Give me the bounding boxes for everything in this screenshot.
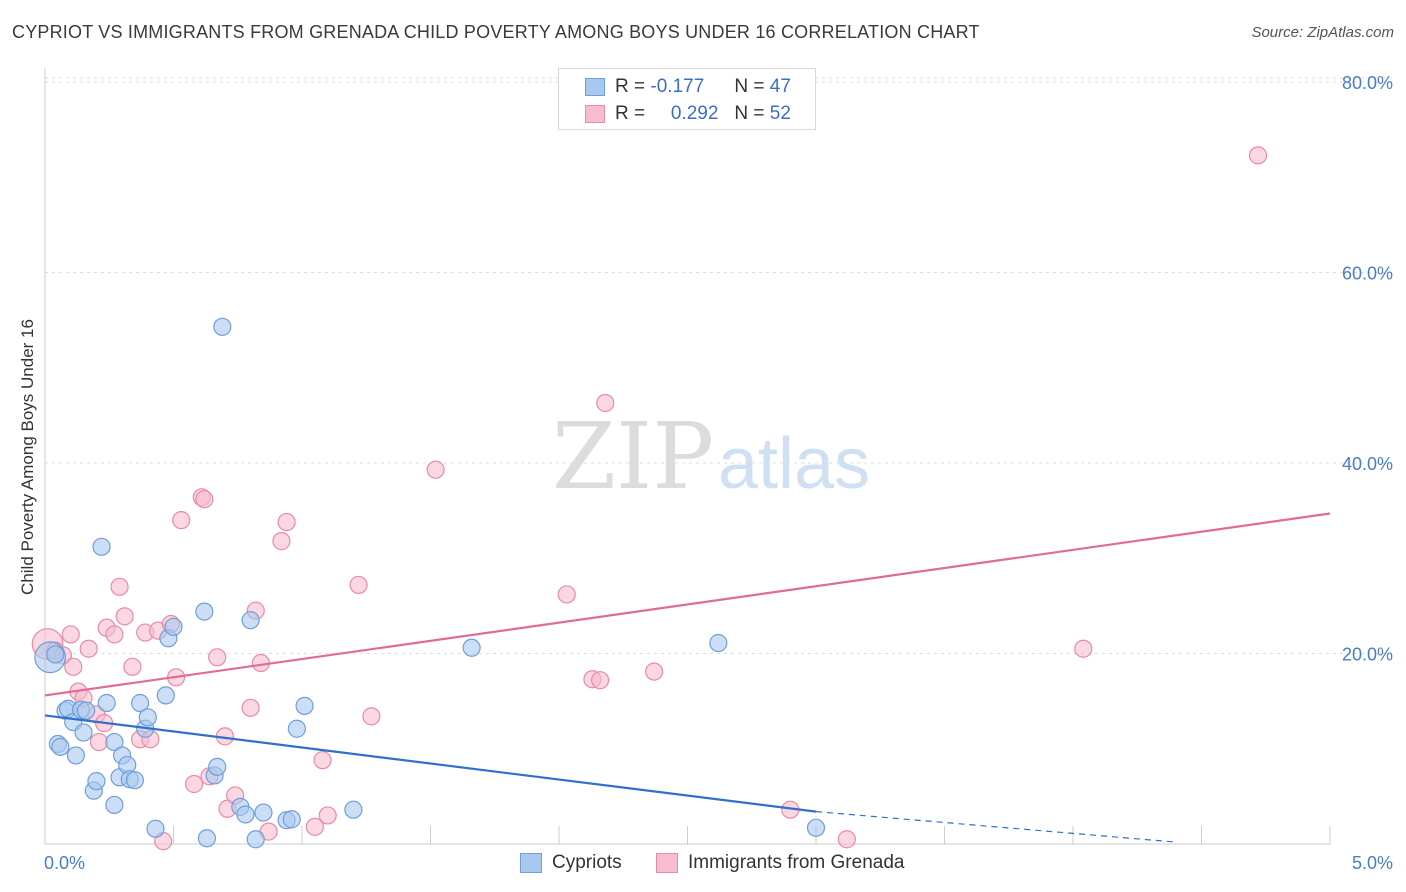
grenada-point bbox=[591, 671, 610, 690]
legend-n-value: 52 bbox=[769, 103, 791, 124]
y-tick-label: 80.0% bbox=[1342, 73, 1393, 93]
cypriot-point bbox=[87, 772, 106, 791]
legend-n-label: N = bbox=[734, 76, 765, 97]
grenada-point bbox=[318, 806, 337, 825]
grenada-point bbox=[557, 585, 576, 604]
grenada-point bbox=[644, 662, 664, 681]
tick-labels: 20.0% 40.0% 60.0% 80.0% 0.0% 5.0% bbox=[44, 73, 1393, 873]
cypriot-point bbox=[208, 757, 227, 776]
watermark: ZIP atlas bbox=[552, 403, 870, 510]
cypriot-point bbox=[282, 810, 301, 829]
correlation-legend: R = -0.177 N = 47 R = 0.292 N = 52 bbox=[558, 68, 816, 130]
grenada-point bbox=[64, 657, 83, 676]
cypriot-point bbox=[197, 829, 217, 848]
trend-lines bbox=[44, 512, 1331, 843]
cypriot-point bbox=[213, 317, 232, 336]
y-tick-label: 20.0% bbox=[1342, 645, 1393, 665]
watermark-atlas: atlas bbox=[718, 424, 870, 504]
cypriot-point bbox=[77, 701, 96, 720]
grenada-point bbox=[362, 707, 381, 726]
y-tick-label: 40.0% bbox=[1342, 454, 1393, 474]
cypriot-point bbox=[295, 696, 314, 715]
grenada-point bbox=[596, 393, 615, 413]
legend-label-grenada: Immigrants from Grenada bbox=[688, 852, 905, 873]
grenada-point bbox=[195, 490, 214, 509]
cypriot-point bbox=[241, 611, 260, 630]
series-cypriots bbox=[34, 317, 826, 849]
grenada-point bbox=[1074, 639, 1093, 658]
grenada-point bbox=[1248, 146, 1268, 165]
legend-r-label: R = bbox=[615, 76, 646, 97]
legend-n-value: 47 bbox=[769, 76, 791, 97]
grenada-point bbox=[110, 577, 129, 596]
grenada-point bbox=[172, 511, 191, 530]
legend-r-value: -0.177 bbox=[650, 76, 705, 97]
cypriot-point bbox=[462, 638, 481, 657]
grenada-point bbox=[837, 830, 856, 849]
cypriot-point bbox=[806, 818, 826, 837]
cypriot-point bbox=[156, 686, 175, 705]
cypriot-point bbox=[97, 693, 116, 713]
trend-line-cypriots-extension bbox=[815, 811, 1176, 843]
cypriot-point bbox=[125, 771, 145, 790]
legend-swatch-blue bbox=[585, 78, 605, 96]
legend-label-cypriots: Cypriots bbox=[552, 852, 622, 873]
grenada-point bbox=[272, 532, 291, 551]
trend-line-grenada bbox=[44, 512, 1331, 697]
cypriot-point bbox=[51, 737, 70, 756]
cypriot-point bbox=[74, 723, 93, 742]
cypriot-point bbox=[709, 633, 728, 653]
cypriot-point bbox=[105, 732, 124, 752]
cypriot-point bbox=[46, 645, 65, 664]
cypriot-point bbox=[146, 819, 165, 838]
cypriot-point bbox=[287, 719, 306, 738]
legend-n-label: N = bbox=[734, 103, 765, 124]
x-tick-label: 5.0% bbox=[1352, 853, 1393, 873]
cypriot-point bbox=[195, 602, 214, 621]
y-tick-label: 60.0% bbox=[1342, 264, 1393, 284]
cypriot-point bbox=[130, 693, 150, 713]
source-label: Source: ZipAtlas.com bbox=[1251, 24, 1394, 41]
grenada-point bbox=[79, 639, 98, 658]
grenada-point bbox=[426, 460, 445, 479]
chart-title: CYPRIOT VS IMMIGRANTS FROM GRENADA CHILD… bbox=[12, 22, 980, 42]
cypriot-point bbox=[344, 800, 363, 819]
grenada-point bbox=[89, 732, 109, 752]
series-legend: Cypriots Immigrants from Grenada bbox=[0, 852, 1406, 878]
cypriot-point bbox=[236, 805, 255, 824]
x-tick-label: 0.0% bbox=[44, 853, 85, 873]
grenada-point bbox=[208, 648, 227, 667]
legend-swatch-pink bbox=[585, 105, 605, 123]
grenada-point bbox=[61, 625, 80, 644]
grenada-point bbox=[241, 698, 260, 717]
grenada-point bbox=[184, 774, 204, 794]
grid bbox=[45, 77, 1392, 654]
cypriot-point bbox=[254, 803, 273, 822]
cypriot-point bbox=[92, 537, 111, 556]
cypriot-point bbox=[164, 617, 183, 636]
grenada-point bbox=[115, 607, 134, 626]
grenada-point bbox=[349, 575, 368, 595]
grenada-point bbox=[123, 657, 142, 676]
legend-r-value: 0.292 bbox=[670, 103, 719, 124]
grenada-point bbox=[313, 751, 332, 770]
watermark-zip: ZIP bbox=[552, 403, 714, 510]
cypriot-point bbox=[66, 746, 85, 765]
cypriot-point bbox=[105, 795, 124, 815]
legend-item-cypriots[interactable]: Cypriots bbox=[520, 852, 622, 874]
trend-line-cypriots bbox=[44, 714, 817, 813]
grenada-point bbox=[277, 512, 296, 532]
legend-row-grenada: R = 0.292 N = 52 bbox=[585, 102, 791, 126]
legend-swatch-cypriots bbox=[520, 853, 542, 873]
grenada-point bbox=[105, 625, 124, 644]
cypriot-point bbox=[246, 830, 265, 849]
cypriot-point bbox=[138, 708, 157, 727]
legend-row-cypriots: R = -0.177 N = 47 bbox=[585, 75, 791, 99]
legend-swatch-grenada bbox=[656, 853, 678, 873]
legend-item-grenada[interactable]: Immigrants from Grenada bbox=[656, 852, 904, 874]
grenada-point bbox=[305, 817, 324, 836]
legend-r-label: R = bbox=[615, 103, 646, 124]
